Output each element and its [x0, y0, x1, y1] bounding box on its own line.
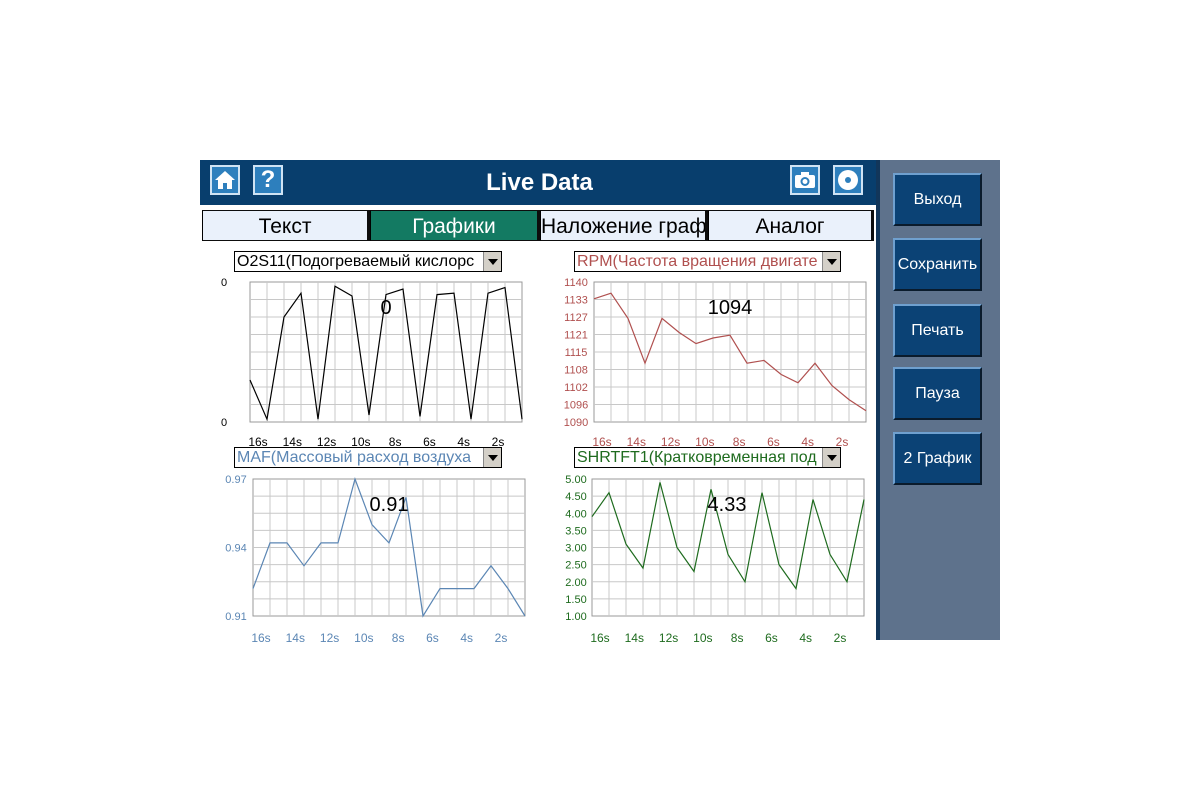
record-button[interactable] [833, 165, 863, 195]
exit-button[interactable]: Выход [893, 173, 982, 226]
chart3-x-tick-label: 16s [251, 631, 270, 645]
chart2-x-tick-label: 16s [592, 435, 611, 449]
chart4-y-tick-label: 4.50 [565, 491, 586, 503]
header-bar: Live Data ? [200, 160, 879, 205]
chart1-x-tick-label: 2s [492, 435, 505, 449]
chart1-parameter-select[interactable]: O2S11(Подогреваемый кислорс [234, 251, 502, 272]
chart1-x-tick-label: 4s [457, 435, 470, 449]
chart4-x-tick-label: 4s [799, 631, 812, 645]
disc-icon [838, 170, 858, 190]
tab-bar: Текст Графики Наложение граф Аналог [200, 210, 879, 245]
chart1-x-tick-label: 10s [351, 435, 370, 449]
chart4-series-line [591, 482, 865, 591]
chart3-current-value: 0.91 [370, 494, 409, 516]
chart3-x-tick-label: 10s [354, 631, 373, 645]
two-graph-button[interactable]: 2 График [893, 432, 982, 485]
panel-divider [876, 160, 880, 640]
chart3-x-tick-label: 4s [460, 631, 473, 645]
chart2-y-tick-label: 1102 [564, 382, 588, 394]
chart3-x-tick-label: 2s [495, 631, 508, 645]
save-button[interactable]: Сохранить [893, 238, 982, 291]
tab-analog[interactable]: Аналог [708, 210, 874, 241]
chart2-y-tick-label: 1127 [564, 312, 588, 324]
chart1-x-tick-label: 12s [317, 435, 336, 449]
chart2-x-tick-label: 14s [627, 435, 646, 449]
chart3-x-tick-label: 12s [320, 631, 339, 645]
chart2-y-tick-label: 1108 [564, 365, 588, 377]
page-title: Live Data [486, 169, 593, 196]
chart3-y-tick-label: 0.94 [225, 543, 246, 555]
chart3-series-line [252, 477, 526, 618]
chart4-parameter-select[interactable]: SHRTFT1(Кратковременная под [574, 447, 841, 468]
chart4-x-tick-label: 16s [590, 631, 609, 645]
chart1-y-tick-label: 0 [221, 277, 227, 289]
chart1-x-tick-label: 6s [423, 435, 436, 449]
chart4-y-tick-label: 3.50 [565, 525, 586, 537]
chart2-y-tick-label: 1121 [564, 330, 588, 342]
chart2-y-tick-label: 1096 [564, 400, 588, 412]
chart3-parameter-select[interactable]: MAF(Массовый расход воздуха [234, 447, 502, 468]
chart3-y-tick-label: 0.91 [225, 611, 246, 623]
chart4-y-tick-label: 3.00 [565, 543, 586, 555]
chart2-x-tick-label: 8s [733, 435, 746, 449]
chart1-current-value: 0 [380, 297, 391, 319]
chevron-down-icon[interactable] [822, 252, 840, 271]
chart4-y-tick-label: 2.50 [565, 560, 586, 572]
chart3-y-tick-label: 0.97 [225, 474, 246, 486]
help-button[interactable]: ? [253, 165, 283, 195]
chart2-x-tick-label: 12s [661, 435, 680, 449]
chart1-x-tick-label: 8s [389, 435, 402, 449]
chart4-x-tick-label: 14s [625, 631, 644, 645]
tab-graphs[interactable]: Графики [370, 210, 540, 241]
chart2-x-tick-label: 10s [695, 435, 714, 449]
home-button[interactable] [210, 165, 240, 195]
chart4-y-tick-label: 2.00 [565, 577, 586, 589]
chart4-x-tick-label: 8s [731, 631, 744, 645]
tab-overlay[interactable]: Наложение граф [540, 210, 708, 241]
chart1-parameter-label: O2S11(Подогреваемый кислорс [237, 253, 475, 270]
pause-button[interactable]: Пауза [893, 367, 982, 420]
help-icon: ? [260, 166, 276, 193]
chart4-x-tick-label: 12s [659, 631, 678, 645]
live-data-charts: 0 0 16s 14s 12s 10s 8s 6s 4s 2s 0 1140 1133 1127 1121 1… [221, 277, 867, 645]
chart4-x-tick-label: 2s [834, 631, 847, 645]
chart2-y-tick-label: 1115 [565, 347, 588, 359]
screenshot-button[interactable] [790, 165, 820, 195]
chevron-down-icon[interactable] [483, 252, 501, 271]
chevron-down-icon[interactable] [822, 448, 840, 467]
chart4-parameter-label: SHRTFT1(Кратковременная под [577, 449, 817, 466]
camera-icon [795, 172, 815, 188]
chart4-x-tick-label: 6s [765, 631, 778, 645]
chart2-y-tick-label: 1133 [564, 295, 588, 307]
chart2-x-tick-label: 6s [767, 435, 780, 449]
chart3-x-tick-label: 14s [286, 631, 305, 645]
side-panel: Выход Сохранить Печать Пауза 2 График [880, 160, 1000, 640]
chart2-parameter-select[interactable]: RPM(Частота вращения двигате [574, 251, 841, 272]
chart3-x-tick-label: 8s [392, 631, 405, 645]
chart2-series-line [593, 292, 867, 412]
chart2-y-tick-label: 1140 [564, 277, 588, 289]
chevron-down-icon[interactable] [483, 448, 501, 467]
app-window: Live Data ? Текст Графики Нало [200, 160, 1000, 645]
chart3-x-tick-label: 6s [426, 631, 439, 645]
chart1-y-tick-label: 0 [221, 417, 227, 429]
chart2-x-tick-label: 2s [836, 435, 849, 449]
chart4-x-tick-label: 10s [693, 631, 712, 645]
chart1-x-tick-label: 14s [283, 435, 302, 449]
chart4-y-tick-label: 1.50 [565, 594, 586, 606]
chart4-y-tick-label: 5.00 [565, 474, 586, 486]
chart4-current-value: 4.33 [708, 494, 747, 516]
chart1-series-line [249, 285, 523, 422]
chart3-parameter-label: MAF(Массовый расход воздуха [237, 449, 471, 466]
chart4-y-tick-label: 4.00 [565, 508, 586, 520]
chart2-parameter-label: RPM(Частота вращения двигате [577, 253, 818, 270]
chart4-y-tick-label: 1.00 [565, 611, 586, 623]
chart2-current-value: 1094 [708, 297, 753, 319]
tab-text[interactable]: Текст [202, 210, 370, 241]
chart1-x-tick-label: 16s [248, 435, 267, 449]
chart2-y-tick-label: 1090 [564, 417, 588, 429]
chart2-x-tick-label: 4s [801, 435, 814, 449]
home-icon [215, 171, 235, 189]
print-button[interactable]: Печать [893, 304, 982, 357]
